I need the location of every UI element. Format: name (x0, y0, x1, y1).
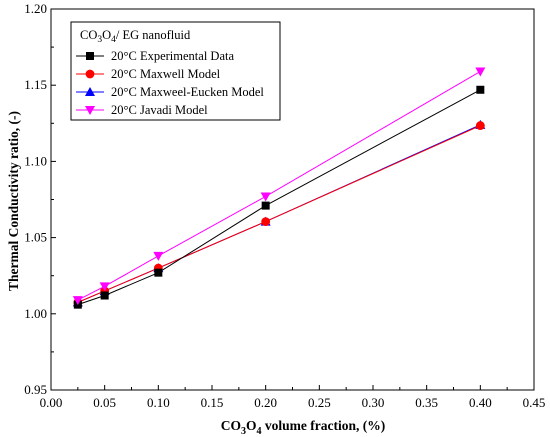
legend-box (70, 21, 281, 121)
y-axis-title: Thermal Conductivity ratio, (-) (6, 111, 21, 291)
series-3 (72, 67, 486, 306)
series-1 (73, 121, 485, 307)
legend-title: CO3O4/ EG nanofluid (80, 28, 191, 45)
legend-marker (85, 106, 95, 115)
legend-entry: 20°C Maxweel-Eucken Model (76, 85, 264, 99)
legend-entry: 20°C Javadi Model (76, 103, 208, 117)
x-tick-label: 0.45 (523, 395, 546, 410)
legend: CO3O4/ EG nanofluid 20°C Experimental Da… (70, 21, 281, 121)
legend-label: 20°C Experimental Data (111, 49, 234, 63)
y-tick-label: 0.95 (24, 382, 47, 397)
x-tick-label: 0.20 (254, 395, 277, 410)
x-tick-label: 0.30 (362, 395, 385, 410)
series-line (77, 124, 481, 303)
data-point (100, 291, 109, 300)
legend-marker (85, 69, 95, 79)
data-point (475, 67, 486, 77)
x-axis-title: CO3O4 volume fraction, (%) (221, 418, 386, 437)
legend-entries: 20°C Experimental Data 20°C Maxwell Model… (76, 49, 264, 117)
x-tick-label: 0.35 (415, 395, 438, 410)
series-layer (72, 67, 486, 309)
x-tick-label: 0.10 (147, 395, 170, 410)
x-tick-label: 0.25 (308, 395, 331, 410)
data-point (72, 296, 83, 306)
y-tick-label: 1.10 (24, 153, 47, 168)
data-point (475, 121, 485, 130)
data-point (154, 268, 163, 277)
y-axis: 0.95 1.00 1.05 1.10 1.15 1.20 (24, 1, 56, 397)
y-tick-label: 1.00 (24, 306, 47, 321)
series-line (77, 89, 481, 306)
y-tick-label: 1.15 (24, 77, 47, 92)
legend-entry: 20°C Maxwell Model (76, 67, 221, 81)
x-tick-label: 0.40 (469, 395, 492, 410)
y-tick-label: 1.05 (24, 230, 47, 245)
data-point (261, 201, 270, 210)
legend-marker (86, 52, 94, 60)
data-point (99, 282, 110, 292)
data-point (153, 251, 164, 261)
x-tick-label: 0.05 (93, 395, 116, 410)
x-tick-label: 0.00 (40, 395, 63, 410)
x-tick-label: 0.15 (201, 395, 224, 410)
series-line (77, 125, 481, 303)
legend-label: 20°C Javadi Model (111, 103, 208, 117)
data-point (476, 85, 485, 94)
legend-label: 20°C Maxwell Model (111, 67, 221, 81)
legend-entry: 20°C Experimental Data (76, 49, 234, 63)
x-axis: 0.00 0.05 0.10 0.15 0.20 0.25 0.30 0.35 0.40 0.45 (40, 385, 546, 410)
legend-marker (85, 87, 95, 96)
data-point (261, 217, 271, 226)
y-tick-label: 1.20 (24, 1, 47, 16)
legend-label: 20°C Maxweel-Eucken Model (111, 85, 264, 99)
data-point (260, 192, 271, 202)
